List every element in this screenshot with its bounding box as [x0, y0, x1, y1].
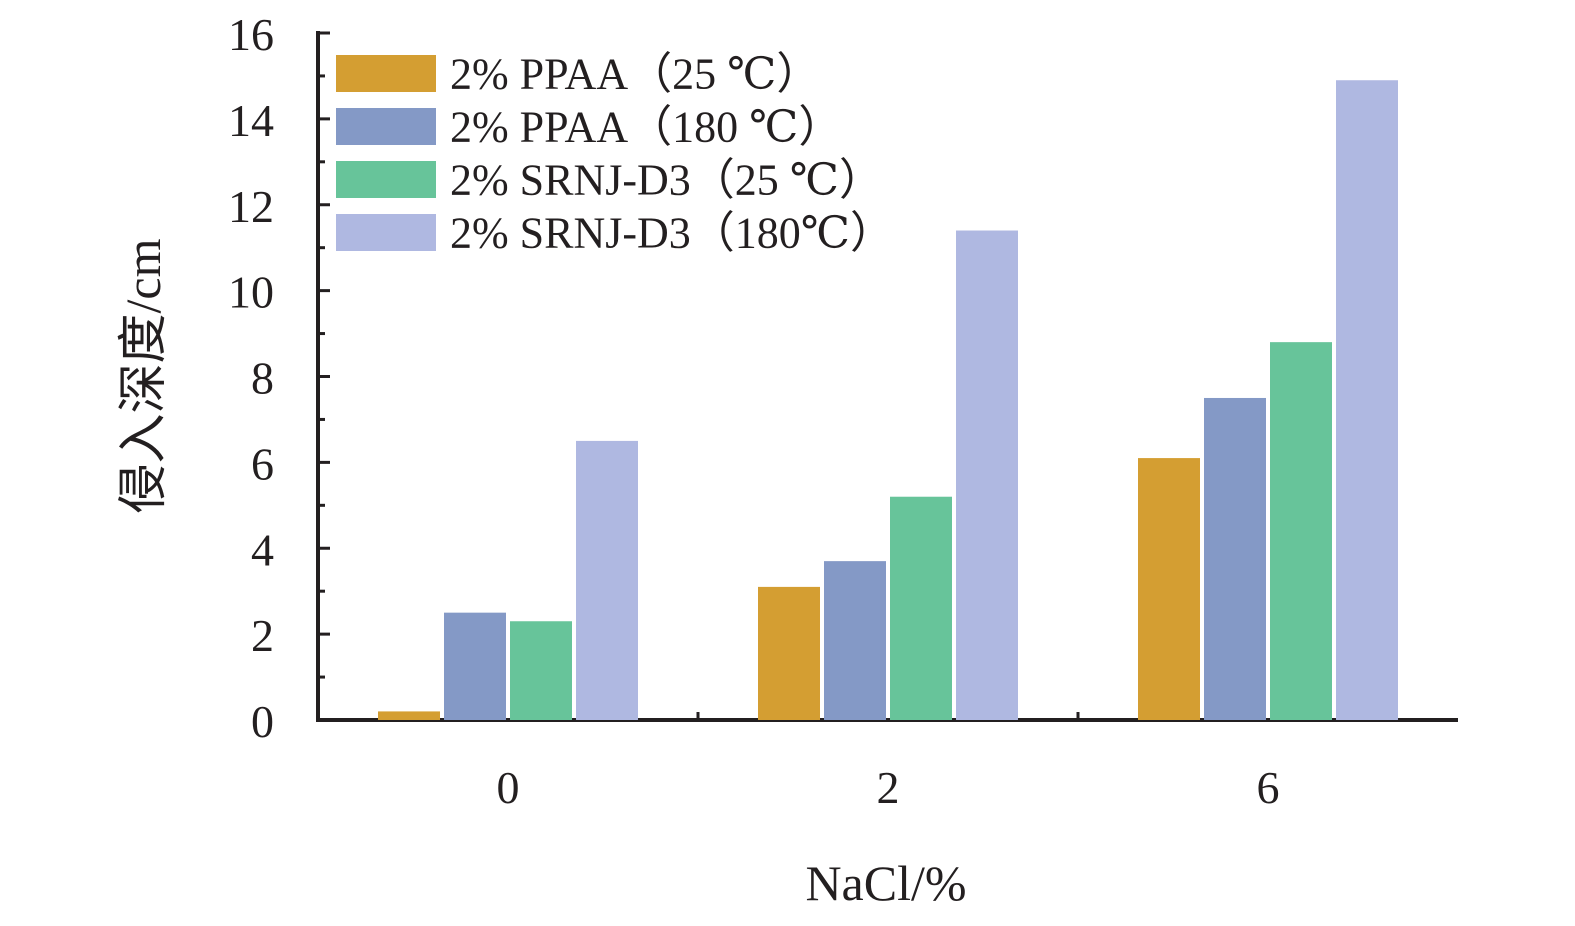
y-tick-label: 0 [251, 696, 274, 747]
legend-swatch [336, 214, 436, 251]
legend-label: 2% SRNJ-D3（180℃） [450, 209, 894, 258]
legend: 2% PPAA（25 ℃）2% PPAA（180 ℃）2% SRNJ-D3（25… [336, 50, 894, 258]
x-tick-label: 2 [877, 762, 900, 813]
x-axis-label: NaCl/% [805, 855, 966, 911]
legend-swatch [336, 55, 436, 92]
y-tick-label: 16 [228, 9, 274, 60]
legend-label: 2% SRNJ-D3（25 ℃） [450, 156, 883, 205]
legend-swatch [336, 108, 436, 145]
x-tick-label: 6 [1257, 762, 1280, 813]
y-tick-label: 12 [228, 181, 274, 232]
bar [378, 711, 440, 720]
legend-label: 2% PPAA（25 ℃） [450, 50, 820, 99]
y-tick-label: 14 [228, 95, 274, 146]
bar [1204, 397, 1266, 720]
ticks: 0 2 4 6 8 10 12 14 16 0 2 6 [228, 9, 1280, 813]
bar [510, 621, 572, 720]
bar [1138, 458, 1200, 720]
legend-swatch [336, 161, 436, 198]
y-tick-label: 8 [251, 353, 274, 404]
y-tick-label: 6 [251, 438, 274, 489]
y-tick-label: 2 [251, 610, 274, 661]
bar [956, 230, 1018, 720]
legend-label: 2% PPAA（180 ℃） [450, 103, 842, 152]
bar [890, 496, 952, 720]
x-tick-label: 0 [497, 762, 520, 813]
bar [576, 440, 638, 720]
bar [1336, 80, 1398, 720]
bar [758, 586, 820, 720]
y-tick-label: 10 [228, 267, 274, 318]
bar [1270, 342, 1332, 720]
bar [824, 561, 886, 720]
y-axis-label: 侵入深度/cm [115, 238, 171, 513]
bars [378, 80, 1398, 720]
y-tick-label: 4 [251, 524, 274, 575]
bar [444, 612, 506, 720]
